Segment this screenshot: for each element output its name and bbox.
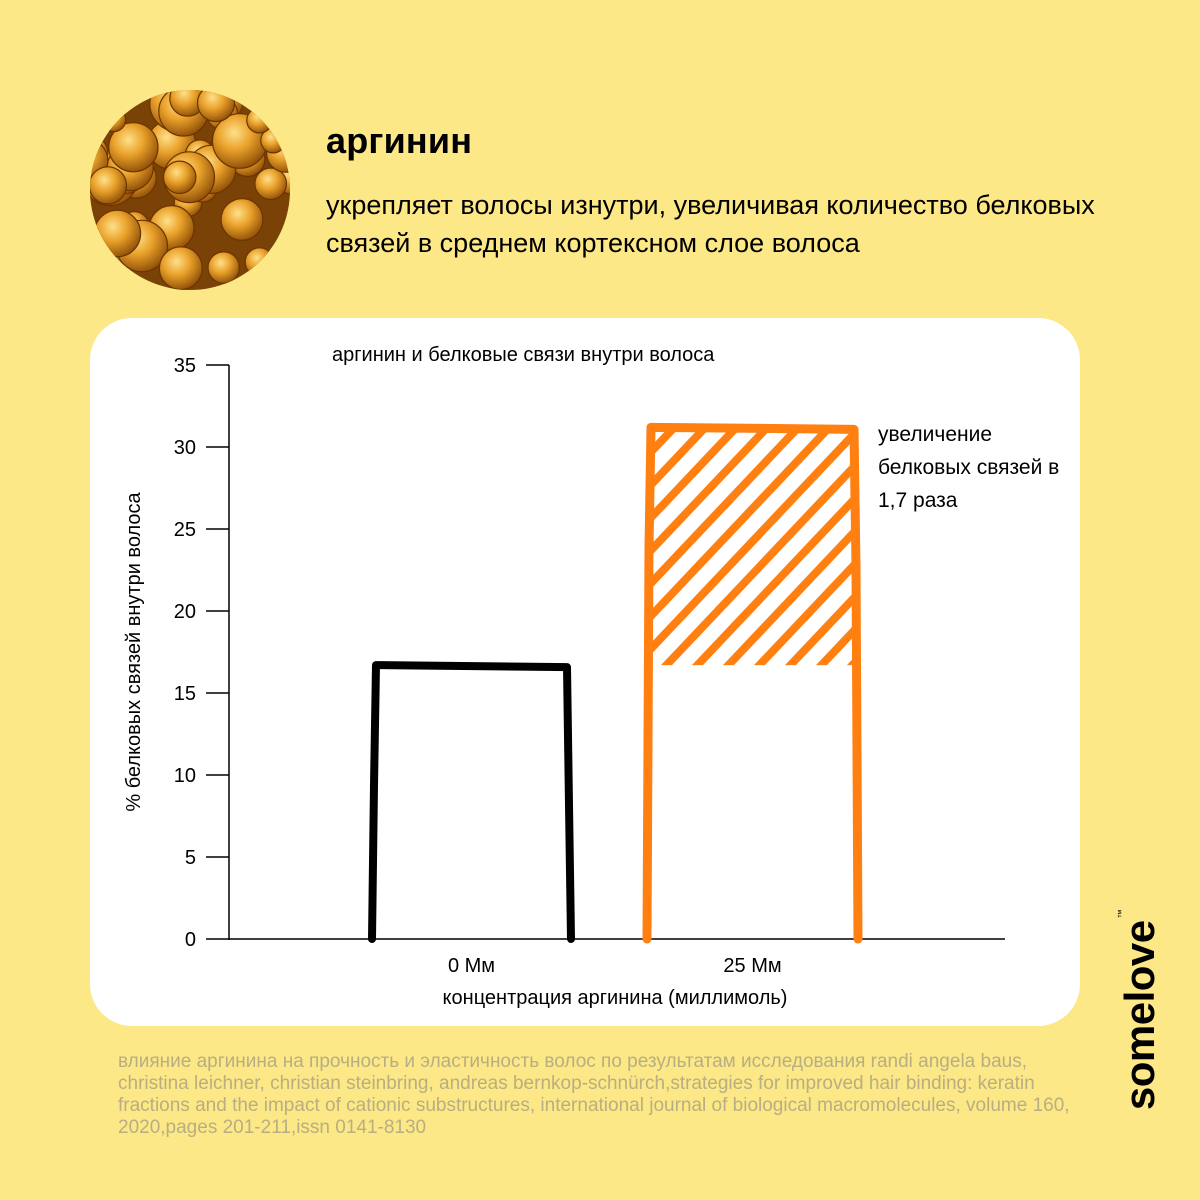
- y-tick-label: 5: [185, 847, 196, 869]
- arginine-microscopy-image: [90, 90, 290, 290]
- brand-logo: somelove™: [1116, 910, 1164, 1110]
- microscopy-cells-icon: [90, 90, 290, 290]
- increase-annotation: увеличение белковых связей в 1,7 раза: [878, 423, 1060, 512]
- page-title: аргинин: [326, 120, 473, 161]
- bars: [368, 422, 863, 944]
- y-tick-label: 30: [174, 437, 196, 459]
- bar-0: [368, 661, 575, 943]
- trademark-mark: ™: [1116, 909, 1126, 919]
- y-tick-label: 35: [174, 355, 196, 377]
- bar-chart: аргинин и белковые связи внутри волоса 0…: [123, 344, 1005, 1009]
- source-citation: влияние аргинина на прочность и эластичн…: [118, 1051, 1070, 1138]
- y-axis-label: % белковых связей внутри волоса: [123, 491, 145, 811]
- y-tick-label: 20: [174, 601, 196, 623]
- x-axis-ticks: 0 Мм 25 Мм: [448, 955, 782, 977]
- y-tick-label: 10: [174, 765, 196, 787]
- y-tick-label: 0: [185, 929, 196, 951]
- bar-1: [642, 422, 863, 944]
- y-tick-label: 15: [174, 683, 196, 705]
- y-axis-ticks: 0 5 10 15 20 25 30 35: [174, 355, 229, 951]
- x-tick-label: 25 Мм: [723, 955, 781, 977]
- brand-name: somelove: [1116, 920, 1163, 1111]
- chart-title: аргинин и белковые связи внутри волоса: [332, 344, 715, 366]
- increase-hatch: [651, 431, 854, 666]
- x-tick-label: 0 Мм: [448, 955, 495, 977]
- y-tick-label: 25: [174, 519, 196, 541]
- chart-card: аргинин и белковые связи внутри волоса 0…: [90, 318, 1080, 1026]
- page-subtitle: укрепляет волосы изнутри, увеличивая кол…: [326, 190, 1095, 258]
- x-axis-label: концентрация аргинина (миллимоль): [443, 987, 788, 1009]
